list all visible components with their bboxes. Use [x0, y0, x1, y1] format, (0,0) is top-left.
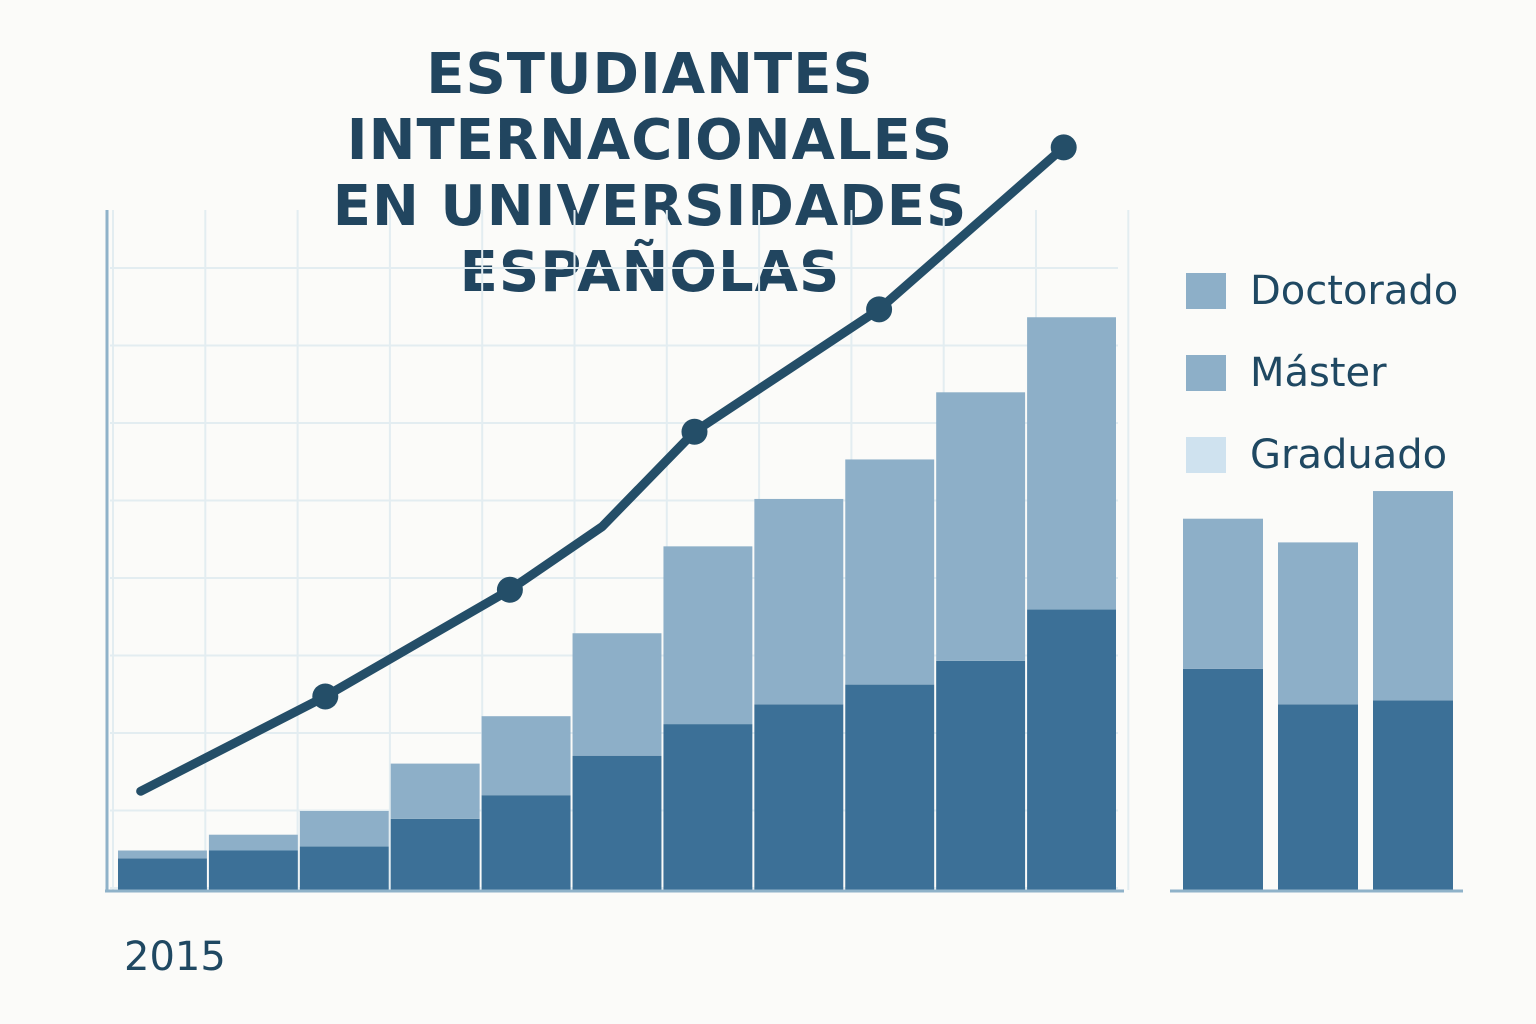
bar-graduado [663, 724, 753, 890]
total-line-point [1050, 134, 1077, 161]
side-bar-graduado [1183, 668, 1263, 890]
total-line [136, 134, 1077, 796]
legend-label-master: Máster [1250, 350, 1387, 396]
chart-title-line-1: ESTUDIANTES INTERNACIONALES [346, 42, 954, 173]
bar-master [663, 546, 753, 725]
chart-title: ESTUDIANTES INTERNACIONALES EN UNIVERSID… [150, 42, 1150, 306]
side-bar-graduado [1373, 700, 1453, 890]
bar-master [572, 633, 662, 756]
legend-swatch-graduado [1186, 437, 1226, 473]
bar-master [208, 834, 298, 851]
legend-item-doctorado: Doctorado [1186, 250, 1458, 332]
bar-graduado [299, 846, 389, 890]
legend-label-graduado: Graduado [1250, 432, 1448, 478]
legend-label-doctorado: Doctorado [1250, 268, 1459, 314]
total-line-point [496, 576, 523, 603]
chart-title-line-2: EN UNIVERSIDADES ESPAÑOLAS [332, 174, 968, 305]
bar-graduado [208, 850, 298, 890]
bar-master [390, 763, 480, 819]
legend: Doctorado Máster Graduado [1186, 250, 1458, 496]
total-line-point [312, 683, 339, 710]
bar-graduado [936, 660, 1026, 890]
bar-graduado [572, 755, 662, 890]
bar-master [936, 392, 1026, 661]
total-line-point [866, 296, 893, 323]
legend-swatch-master [1186, 355, 1226, 391]
bar-master [845, 459, 935, 685]
total-line-path [136, 142, 1069, 796]
bar-master [1027, 317, 1116, 610]
side-bar-master [1373, 491, 1453, 701]
side-bar-graduado [1278, 704, 1358, 890]
bar-master [481, 716, 571, 796]
x-axis-start-label: 2015 [124, 934, 226, 980]
side-bar-master [1183, 518, 1263, 669]
bar-graduado [118, 858, 207, 890]
axes [105, 210, 1463, 893]
bar-graduado [390, 818, 480, 890]
bar-graduado [754, 704, 844, 890]
bar-master [118, 850, 207, 859]
main-bars [118, 317, 1116, 890]
side-bar-master [1278, 542, 1358, 705]
bar-graduado [1027, 609, 1116, 890]
bar-master [299, 811, 389, 847]
legend-item-master: Máster [1186, 332, 1458, 414]
side-bars [1183, 491, 1453, 890]
legend-swatch-doctorado [1186, 273, 1226, 309]
total-line-point [681, 418, 708, 445]
bar-master [754, 498, 844, 705]
bar-graduado [845, 684, 935, 890]
legend-item-graduado: Graduado [1186, 414, 1458, 496]
bar-graduado [481, 795, 571, 890]
